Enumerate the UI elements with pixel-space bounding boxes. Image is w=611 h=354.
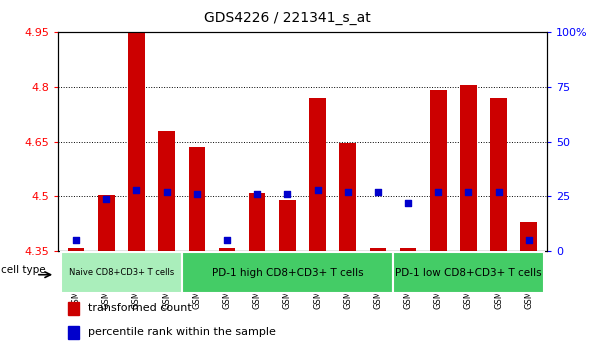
Point [343, 189, 353, 195]
Text: PD-1 high CD8+CD3+ T cells: PD-1 high CD8+CD3+ T cells [211, 268, 363, 278]
Bar [521, 222, 537, 251]
Text: Naive CD8+CD3+ T cells: Naive CD8+CD3+ T cells [69, 268, 174, 277]
Point [524, 238, 533, 243]
Point [192, 192, 202, 197]
Text: transformed count: transformed count [89, 303, 192, 313]
Point [71, 238, 81, 243]
Point [162, 189, 172, 195]
Bar [219, 248, 235, 251]
Bar [68, 248, 84, 251]
Bar [68, 326, 79, 339]
Bar [158, 131, 175, 251]
Bar [128, 32, 145, 251]
Bar [181, 252, 393, 293]
Point [373, 189, 382, 195]
Text: GDS4226 / 221341_s_at: GDS4226 / 221341_s_at [204, 11, 370, 25]
Bar [393, 252, 544, 293]
Bar [98, 195, 115, 251]
Bar [370, 248, 386, 251]
Bar [189, 147, 205, 251]
Bar [400, 248, 416, 251]
Point [101, 196, 111, 201]
Bar [460, 85, 477, 251]
Bar [339, 143, 356, 251]
Text: cell type: cell type [1, 266, 46, 275]
Point [282, 192, 292, 197]
Point [222, 238, 232, 243]
Bar [61, 252, 181, 293]
Point [403, 200, 413, 206]
Point [131, 187, 141, 193]
Bar [279, 200, 296, 251]
Point [313, 187, 323, 193]
Bar [309, 98, 326, 251]
Bar [490, 98, 507, 251]
Point [252, 192, 262, 197]
Point [433, 189, 443, 195]
Text: percentile rank within the sample: percentile rank within the sample [89, 327, 276, 337]
Point [464, 189, 474, 195]
Point [494, 189, 503, 195]
Bar [68, 302, 79, 315]
Text: PD-1 low CD8+CD3+ T cells: PD-1 low CD8+CD3+ T cells [395, 268, 542, 278]
Bar [430, 90, 447, 251]
Bar [249, 193, 266, 251]
